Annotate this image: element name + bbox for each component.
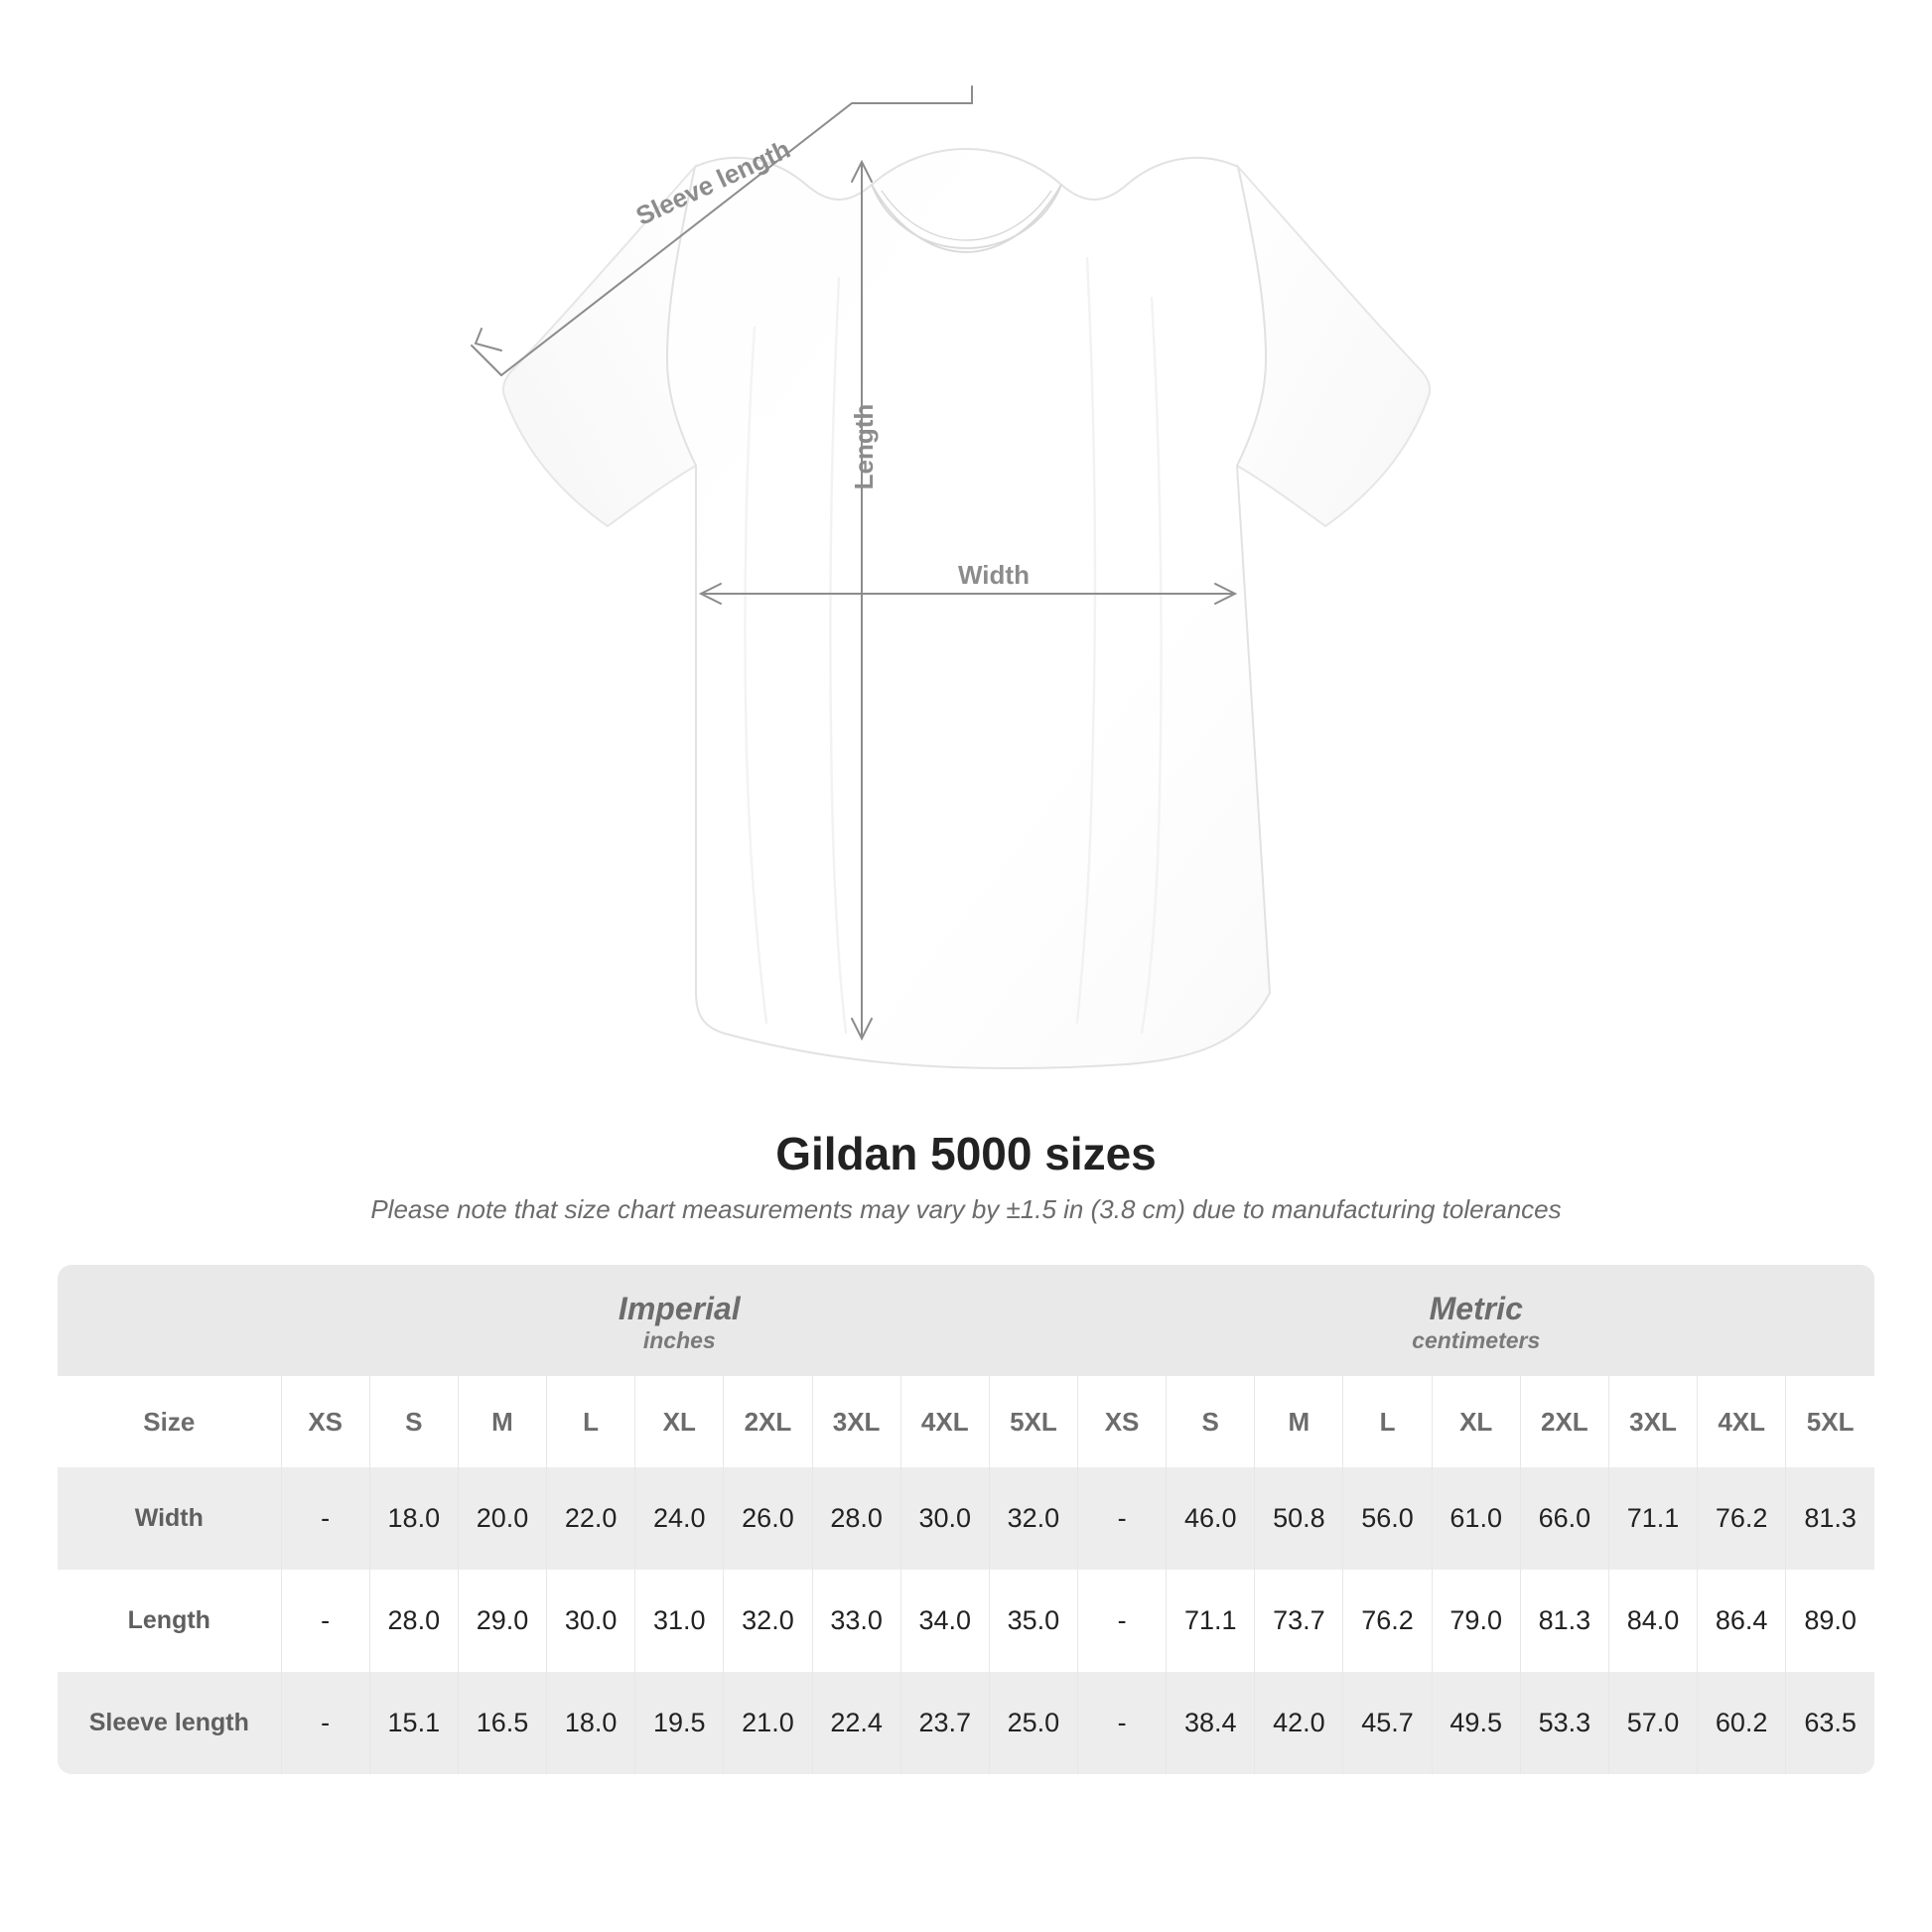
svg-text:Length: Length [849,404,879,490]
svg-text:Width: Width [958,560,1030,590]
